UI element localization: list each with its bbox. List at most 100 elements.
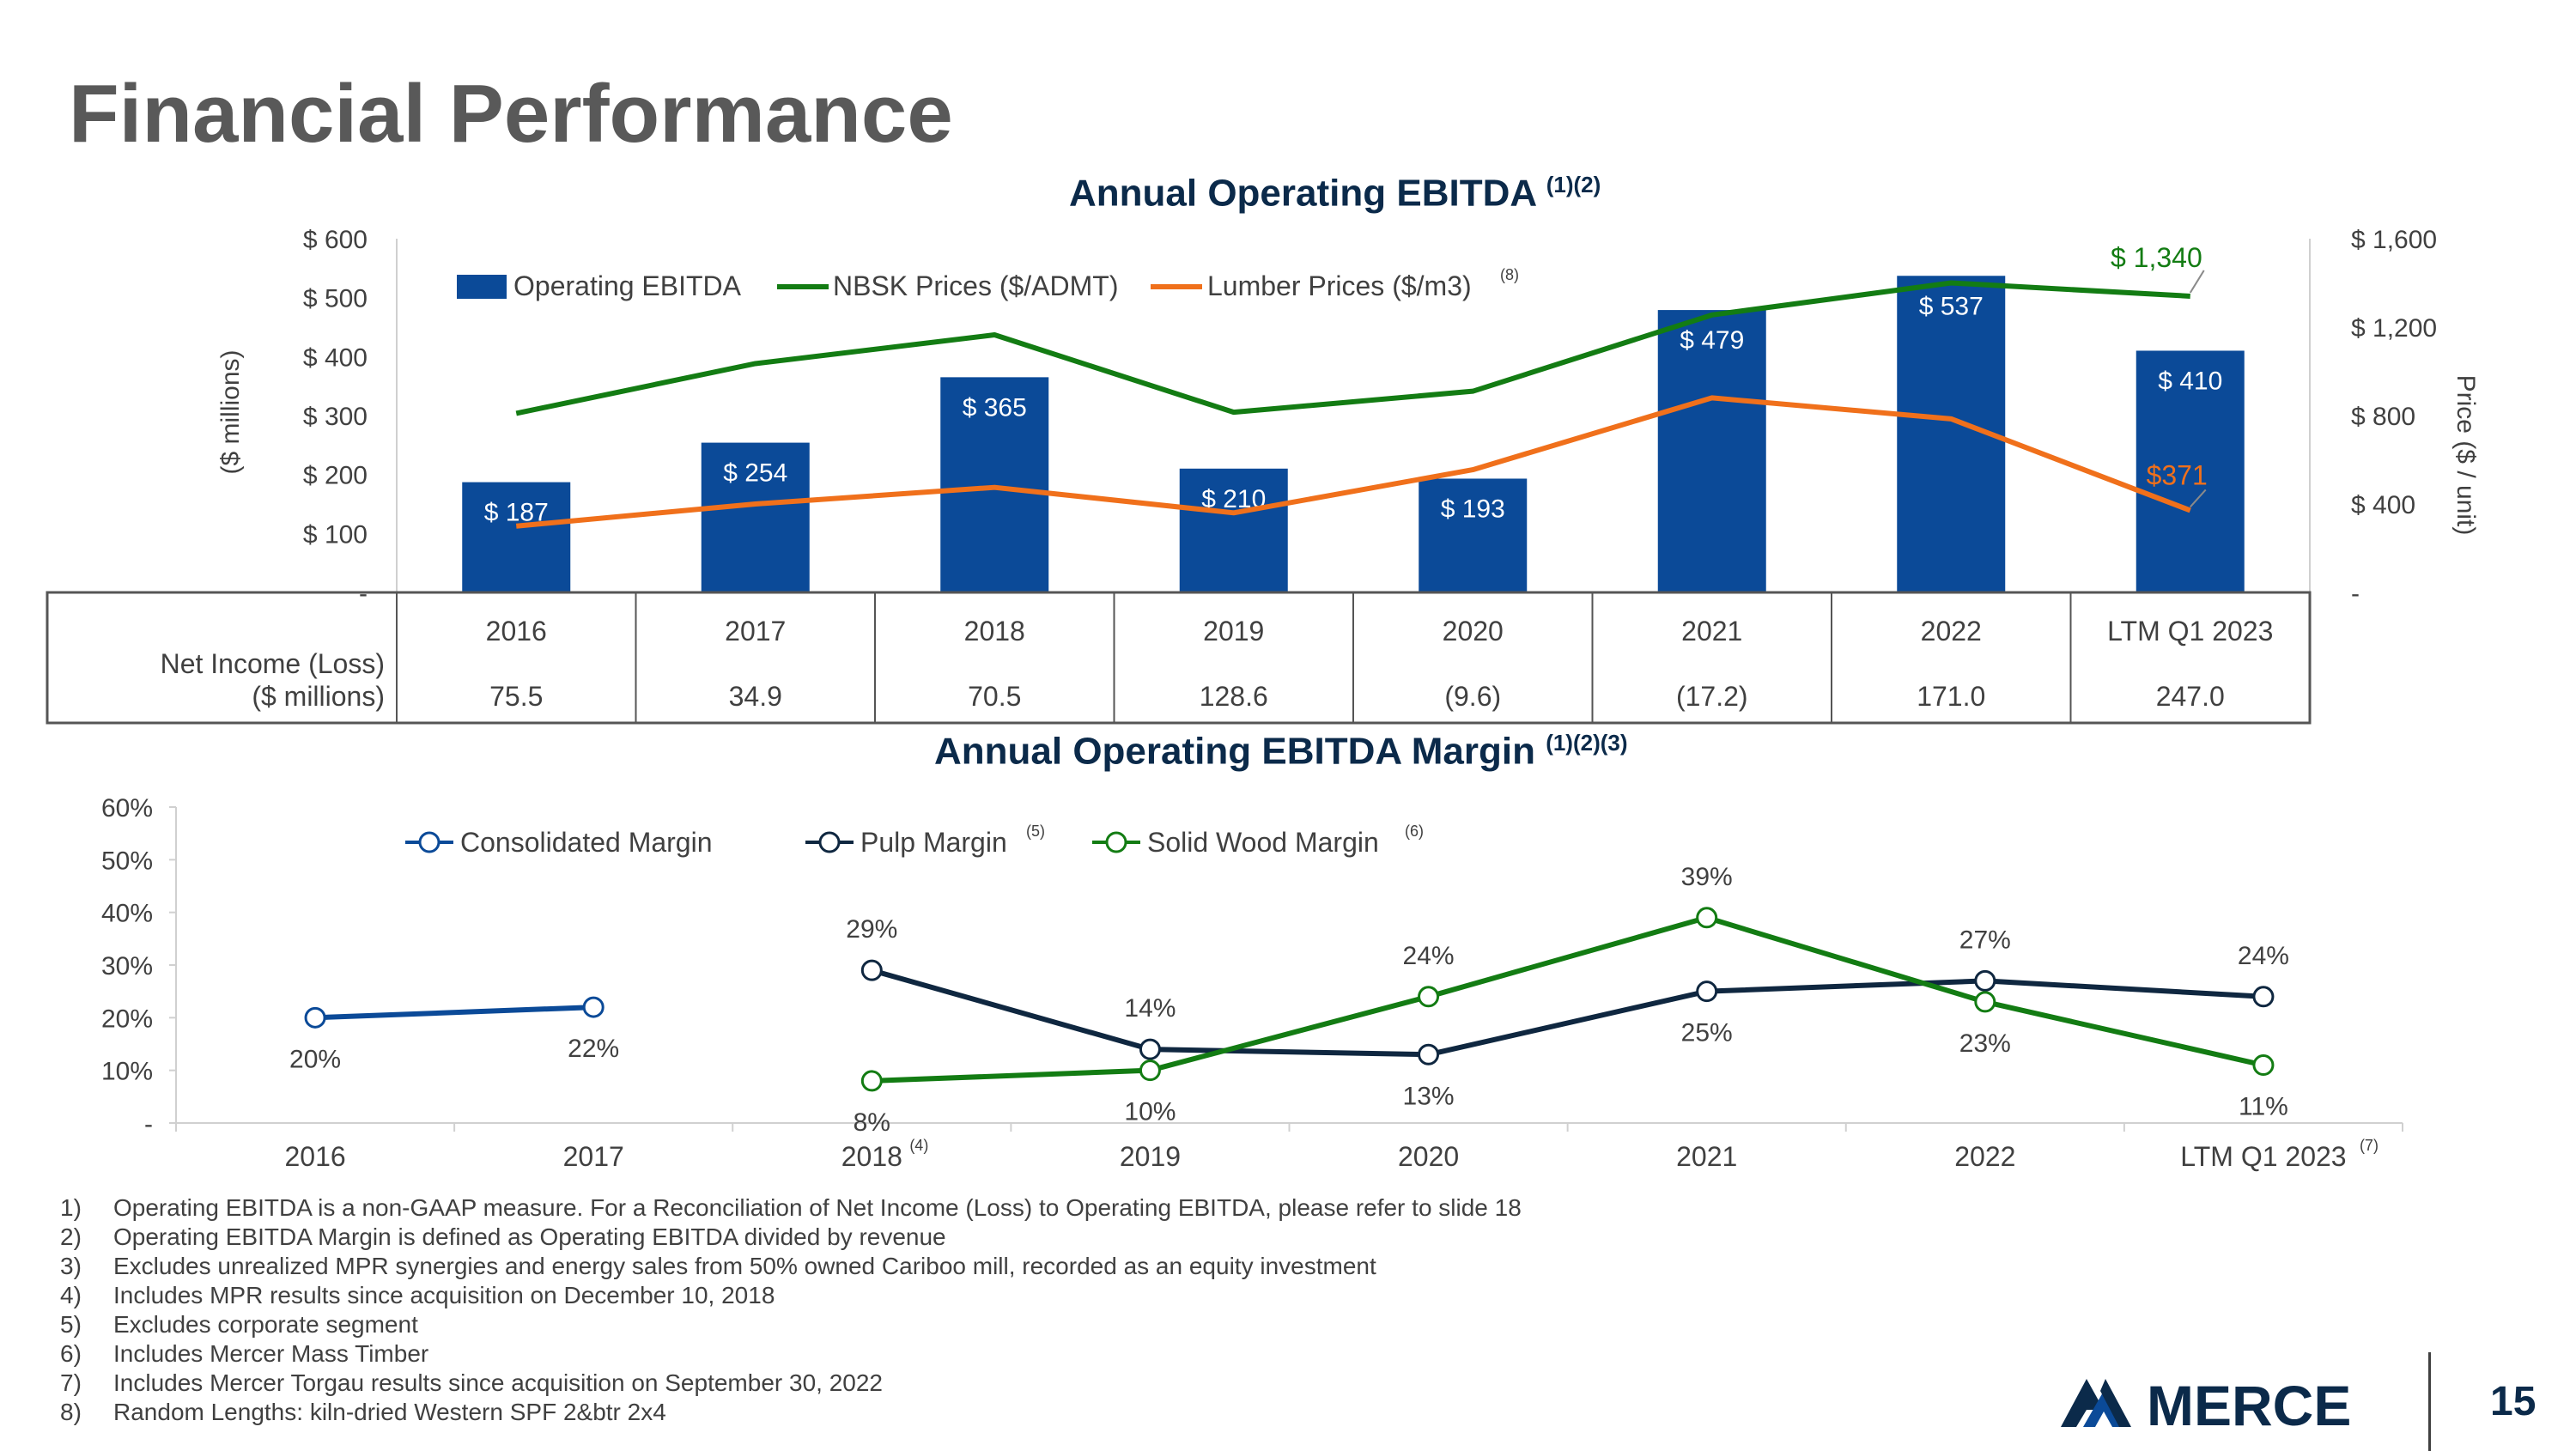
footnote: 8) Random Lengths: kiln-dried Western SPF… <box>60 1398 1522 1427</box>
solid-wood-margin-label: 24% <box>1403 942 1455 970</box>
margin-x-tick-label: 2019 <box>1120 1141 1181 1172</box>
pulp-margin-line <box>871 968 2264 1058</box>
margin-y-tick-label: 60% <box>101 794 153 823</box>
mercer-logo: MERCER <box>2061 1374 2353 1436</box>
footnote: 7) Includes Mercer Torgau results since a… <box>60 1369 1522 1398</box>
solid-wood-margin-label: 10% <box>1124 1098 1176 1126</box>
footer-divider <box>2428 1352 2431 1451</box>
ebitda-right-tick-label: - <box>2351 580 2360 608</box>
footnote-number: 2) <box>60 1223 82 1250</box>
net-income-table-year: LTM Q1 2023 <box>2107 616 2273 647</box>
ebitda-left-tick-label: $ 400 <box>303 343 368 372</box>
ebitda-ylabel: ($ millions) <box>216 349 245 474</box>
pulp-margin-label: 14% <box>1124 994 1176 1023</box>
ebitda-chart: -$ 100$ 200$ 300$ 400$ 500$ 600-$ 400$ 8… <box>46 226 2480 725</box>
margin-x-tick-label: 2018 <box>841 1141 902 1172</box>
ebitda-bar-label: $ 365 <box>963 393 1027 422</box>
ebitda-left-tick-label: $ 100 <box>303 520 368 549</box>
net-income-row-label: Net Income (Loss) <box>161 648 385 679</box>
margin-y-tick-label: 30% <box>101 952 153 980</box>
ebitda-left-tick-label: $ 300 <box>303 403 368 431</box>
footnote-text: Includes MPR results since acquisition o… <box>113 1282 775 1308</box>
pulp-margin-label: 29% <box>846 915 897 944</box>
footnote-text: Operating EBITDA is a non-GAAP measure. … <box>113 1194 1522 1221</box>
footnote-text: Operating EBITDA Margin is defined as Op… <box>113 1223 946 1250</box>
solid-wood-margin-point <box>1974 991 1996 1013</box>
ebitda-chart-title-sup: (1)(2) <box>1546 172 1601 197</box>
ebitda-bar-label: $ 254 <box>723 459 787 488</box>
consolidated-margin-label: 22% <box>568 1035 619 1063</box>
legend-label-pulp: Pulp Margin <box>860 827 1007 858</box>
net-income-value: 34.9 <box>729 681 782 712</box>
net-income-table-year: 2017 <box>725 616 786 647</box>
legend-sup-pulp: (5) <box>1026 823 1045 840</box>
ebitda-bar <box>2136 350 2245 592</box>
nbsk-price-line <box>515 280 2190 416</box>
footnote-text: Excludes unrealized MPR synergies and en… <box>113 1253 1376 1279</box>
margin-y-tick-label: 50% <box>101 847 153 875</box>
pulp-margin-label: 27% <box>1959 926 2011 954</box>
net-income-table-year: 2022 <box>1921 616 1982 647</box>
pulp-margin-label: 25% <box>1681 1019 1733 1047</box>
footnote-text: Includes Mercer Torgau results since acq… <box>113 1369 883 1396</box>
solid-wood-margin-line <box>872 914 2264 1084</box>
ebitda-left-tick-label: $ 600 <box>303 226 368 254</box>
legend-sup-solid-wood: (6) <box>1405 823 1424 840</box>
footnote-number: 7) <box>60 1369 82 1396</box>
ebitda-right-tick-label: $ 1,600 <box>2351 226 2437 254</box>
footnote-text: Includes Mercer Mass Timber <box>113 1340 429 1367</box>
ebitda-right-tick-label: $ 400 <box>2351 491 2415 519</box>
consolidated-margin-label: 20% <box>289 1045 341 1073</box>
ebitda-bar <box>1657 310 1766 592</box>
lumber-end-label: $371 <box>2147 459 2208 490</box>
footnote-number: 4) <box>60 1282 82 1308</box>
legend-label-solid-wood: Solid Wood Margin <box>1147 827 1379 858</box>
net-income-table-year: 2020 <box>1443 616 1504 647</box>
ebitda-bar <box>462 482 571 592</box>
footnote: 1) Operating EBITDA is a non-GAAP measure… <box>60 1193 1522 1223</box>
margin-x-tick-label: 2020 <box>1398 1141 1459 1172</box>
pulp-margin-label: 13% <box>1403 1082 1455 1110</box>
pulp-margin-point <box>1418 1043 1440 1065</box>
footnote-text: Excludes corporate segment <box>113 1311 418 1338</box>
ebitda-right-tick-label: $ 800 <box>2351 403 2415 431</box>
solid-wood-margin-point <box>860 1070 883 1092</box>
legend-marker-solid-wood <box>1105 831 1127 853</box>
margin-x-tick-label: LTM Q1 2023 <box>2180 1141 2346 1172</box>
footnote-text: Random Lengths: kiln-dried Western SPF 2… <box>113 1399 666 1425</box>
ebitda-left-tick-label: $ 200 <box>303 462 368 490</box>
net-income-table-year: 2019 <box>1203 616 1264 647</box>
pulp-margin-point <box>1696 980 1718 1003</box>
solid-wood-margin-point <box>1139 1059 1161 1082</box>
legend-label-nbsk: NBSK Prices ($/ADMT) <box>833 270 1118 301</box>
footnote-number: 6) <box>60 1340 82 1367</box>
ebitda-bar-label: $ 410 <box>2158 367 2222 395</box>
legend-sup-lumber: (8) <box>1500 266 1519 283</box>
consolidated-margin-point <box>582 996 605 1018</box>
nbsk-end-label: $ 1,340 <box>2111 242 2202 273</box>
net-income-value: 247.0 <box>2156 681 2225 712</box>
ebitda-bar-label: $ 537 <box>1919 292 1984 320</box>
footnote: 6) Includes Mercer Mass Timber <box>60 1339 1522 1369</box>
footnote: 2) Operating EBITDA Margin is defined as … <box>60 1223 1522 1252</box>
consolidated-margin-line <box>314 1005 594 1021</box>
net-income-value: 75.5 <box>489 681 543 712</box>
ebitda-bar <box>1179 468 1288 592</box>
footnote-number: 8) <box>60 1399 82 1425</box>
net-income-value: (9.6) <box>1444 681 1501 712</box>
footnote: 3) Excludes unrealized MPR synergies and … <box>60 1252 1522 1281</box>
margin-y-tick-label: - <box>144 1110 153 1138</box>
margin-x-tick-label: 2017 <box>563 1141 624 1172</box>
footnote: 4) Includes MPR results since acquisition… <box>60 1281 1522 1310</box>
ebitda-left-tick-label: $ 500 <box>303 285 368 313</box>
lumber-end-leader <box>2190 489 2207 508</box>
legend-label-ebitda: Operating EBITDA <box>513 270 742 301</box>
nbsk-end-leader <box>2189 270 2205 294</box>
legend-marker-pulp <box>818 831 841 853</box>
ebitda-bar-label: $ 193 <box>1441 495 1505 523</box>
ebitda-bar-label: $ 479 <box>1680 326 1744 355</box>
solid-wood-margin-label: 8% <box>854 1108 890 1137</box>
margin-x-tick-label: 2021 <box>1676 1141 1737 1172</box>
ebitda-bar <box>701 442 810 592</box>
ebitda-bar <box>1419 478 1528 592</box>
